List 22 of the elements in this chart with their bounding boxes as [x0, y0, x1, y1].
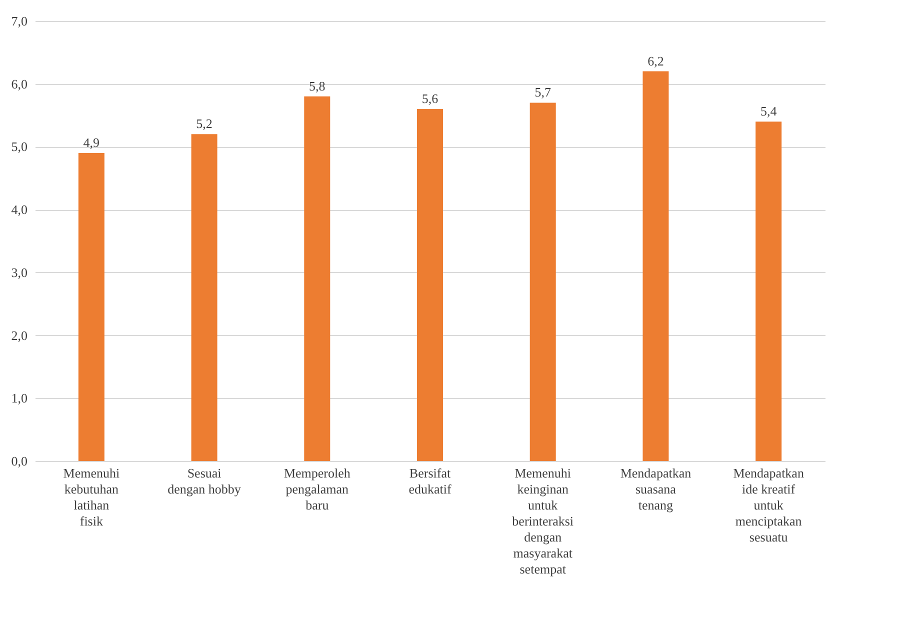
y-tick-label: 7,0 [11, 14, 28, 28]
y-tick-label: 0,0 [11, 454, 28, 468]
y-tick-label: 6,0 [11, 76, 28, 92]
x-tick-label: Memenuhi kebutuhan latihan fisik [63, 466, 120, 528]
x-tick-label: Mendapatkan suasana tenang [620, 466, 692, 512]
data-label: 5,6 [422, 91, 439, 106]
data-label: 4,9 [83, 135, 100, 150]
data-label: 5,2 [196, 116, 212, 132]
x-tick-label: Sesuai dengan hobby [168, 466, 242, 496]
data-label: 6,2 [648, 53, 664, 68]
data-label: 5,4 [760, 104, 778, 119]
x-tick-label: Memenuhi keinginan untuk berinteraksi dengan masyarakat setempat [512, 466, 574, 576]
x-tick-label: Mendapatkan ide kreatif untuk menciptakan sesuatu [733, 466, 804, 544]
y-tick-label: 3,0 [11, 264, 28, 280]
x-tick-label: Bersifat edukatif [408, 466, 452, 496]
data-label: 5,8 [309, 78, 326, 94]
y-tick-label: 5,0 [11, 139, 28, 154]
y-tick-label: 4,0 [11, 202, 28, 218]
x-tick-label: Memperoleh pengalaman baru [284, 466, 351, 512]
data-label: 5,7 [534, 84, 552, 100]
y-tick-label: 1,0 [11, 390, 28, 406]
y-tick-label: 2,0 [11, 328, 28, 343]
